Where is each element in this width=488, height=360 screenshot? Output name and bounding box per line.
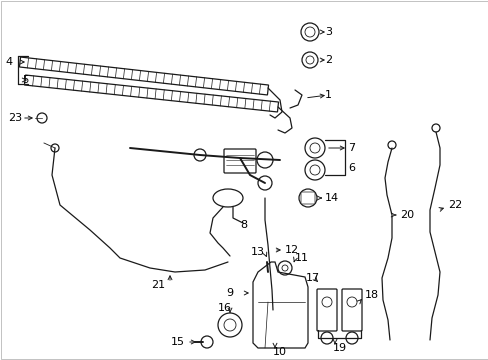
Text: 22: 22 (447, 200, 461, 210)
Text: 23: 23 (8, 113, 22, 123)
Text: 3: 3 (325, 27, 331, 37)
Text: 8: 8 (240, 220, 246, 230)
Text: 9: 9 (225, 288, 232, 298)
Text: 1: 1 (325, 90, 331, 100)
Text: 19: 19 (332, 343, 346, 353)
Text: 13: 13 (250, 247, 264, 257)
Text: 5: 5 (22, 75, 28, 85)
Text: 15: 15 (171, 337, 184, 347)
Circle shape (258, 176, 271, 190)
Text: 7: 7 (347, 143, 354, 153)
Text: 12: 12 (285, 245, 299, 255)
Text: 6: 6 (347, 163, 354, 173)
Circle shape (194, 149, 205, 161)
FancyBboxPatch shape (316, 289, 336, 331)
Circle shape (257, 152, 272, 168)
Text: 17: 17 (305, 273, 320, 283)
Text: 20: 20 (399, 210, 413, 220)
Text: 14: 14 (325, 193, 339, 203)
Text: 4: 4 (5, 57, 12, 67)
Text: 16: 16 (218, 303, 231, 313)
Ellipse shape (213, 189, 243, 207)
FancyBboxPatch shape (224, 149, 256, 173)
FancyBboxPatch shape (301, 192, 314, 204)
Text: 2: 2 (325, 55, 331, 65)
Text: 21: 21 (151, 280, 165, 290)
Text: 11: 11 (294, 253, 308, 263)
Text: 10: 10 (272, 347, 286, 357)
FancyBboxPatch shape (341, 289, 361, 331)
Text: 18: 18 (364, 290, 378, 300)
